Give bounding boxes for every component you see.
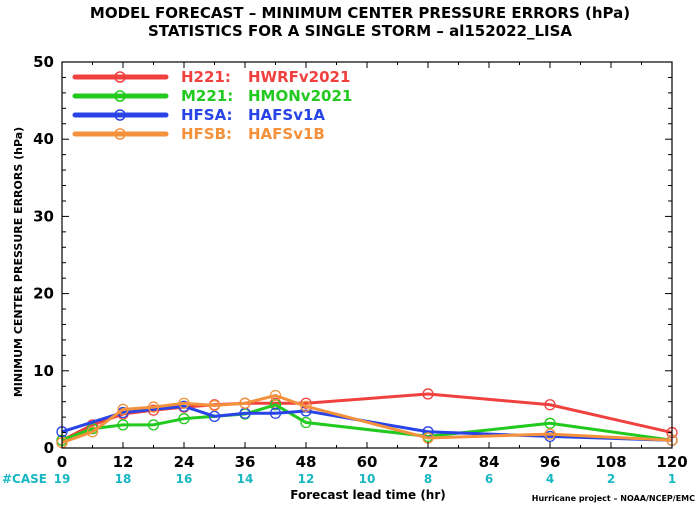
legend-marker — [114, 71, 126, 83]
data-point-hafsv1a — [269, 407, 282, 419]
data-point-hafsv1a — [178, 400, 190, 412]
data-point-hafsv1b — [117, 403, 129, 416]
case-count: 2 — [607, 472, 615, 486]
legend: H221: HWRFv2021 M221: HMONv2021 HFSA: HAFSv1A… — [72, 68, 352, 143]
x-tick-label: 48 — [296, 453, 317, 471]
data-point-hmonv2021 — [300, 416, 312, 429]
data-point-hafsv1b — [300, 400, 312, 412]
y-tick-label: 0 — [44, 439, 54, 457]
legend-marker — [114, 128, 126, 140]
x-tick-label: 24 — [174, 453, 195, 471]
x-tick-label: 12 — [113, 453, 134, 471]
y-tick-label: 20 — [33, 285, 54, 303]
chart-title-line1: MODEL FORECAST – MINIMUM CENTER PRESSURE… — [90, 4, 630, 22]
data-point-hafsv1b — [239, 397, 251, 409]
legend-code: M221: — [181, 87, 233, 105]
data-point-hafsv1b — [178, 397, 190, 409]
x-tick-label: 108 — [595, 453, 626, 471]
x-tick-label: 120 — [656, 453, 687, 471]
plot-frame — [61, 61, 673, 449]
legend-name: HAFSv1A — [248, 106, 325, 124]
case-count: 12 — [298, 472, 315, 486]
case-count: 4 — [546, 472, 554, 486]
case-count: 8 — [424, 472, 432, 486]
data-point-hafsv1b — [269, 389, 282, 402]
data-point-hmonv2021 — [147, 419, 160, 431]
data-point-hafsv1a — [208, 410, 221, 422]
y-tick-label: 50 — [33, 53, 54, 71]
case-count: 1 — [668, 472, 676, 486]
data-point-hafsv1b — [86, 426, 99, 438]
chart-title-line2: STATISTICS FOR A SINGLE STORM – al152022… — [148, 22, 572, 40]
x-tick-label: 36 — [235, 453, 256, 471]
plot-area — [56, 388, 678, 449]
case-count: 18 — [115, 472, 132, 486]
legend-marker — [114, 109, 126, 121]
y-tick-label: 10 — [33, 362, 54, 380]
case-count: 6 — [485, 472, 493, 486]
data-point-hafsv1b — [544, 428, 556, 440]
legend-name: HAFSv1B — [248, 125, 325, 143]
x-tick-label: 96 — [540, 453, 561, 471]
series-line-hafsv1b — [61, 394, 673, 445]
data-point-hwrfv2021 — [544, 399, 556, 411]
y-tick-label: 30 — [33, 207, 54, 225]
credit-text: Hurricane project – NOAA/NCEP/EMC — [532, 494, 695, 503]
data-point-hmonv2021 — [117, 419, 129, 431]
data-point-hafsv1b — [208, 399, 221, 412]
x-axis-label: Forecast lead time (hr) — [290, 488, 446, 502]
x-tick-label: 72 — [418, 453, 439, 471]
x-tick-label: 0 — [57, 453, 67, 471]
data-point-hwrfv2021 — [422, 388, 434, 400]
data-point-hmonv2021 — [269, 399, 282, 411]
legend-code: HFSA: — [181, 106, 233, 124]
series-line-hafsv1a — [61, 404, 673, 442]
legend-code: H221: — [181, 68, 231, 86]
case-label: #CASE — [2, 472, 47, 486]
data-point-hmonv2021 — [178, 413, 190, 425]
case-count: 16 — [176, 472, 193, 486]
case-count: 19 — [54, 472, 71, 486]
data-point-hmonv2021 — [544, 417, 556, 429]
x-tick-label: 84 — [479, 453, 500, 471]
data-point-hafsv1b — [147, 401, 160, 413]
legend-name: HMONv2021 — [248, 87, 352, 105]
legend-code: HFSB: — [181, 125, 232, 143]
y-tick-label: 40 — [33, 130, 54, 148]
case-count: 14 — [237, 472, 254, 486]
x-tick-label: 60 — [357, 453, 378, 471]
legend-name: HWRFv2021 — [248, 68, 350, 86]
axes: 0191218241636144812601072884696410821201… — [33, 53, 688, 486]
legend-marker — [114, 90, 126, 102]
series-line-hwrfv2021 — [61, 392, 673, 442]
case-count: 10 — [359, 472, 376, 486]
y-axis-label: MINIMUM CENTER PRESSURE ERRORS (hPa) — [12, 127, 25, 397]
